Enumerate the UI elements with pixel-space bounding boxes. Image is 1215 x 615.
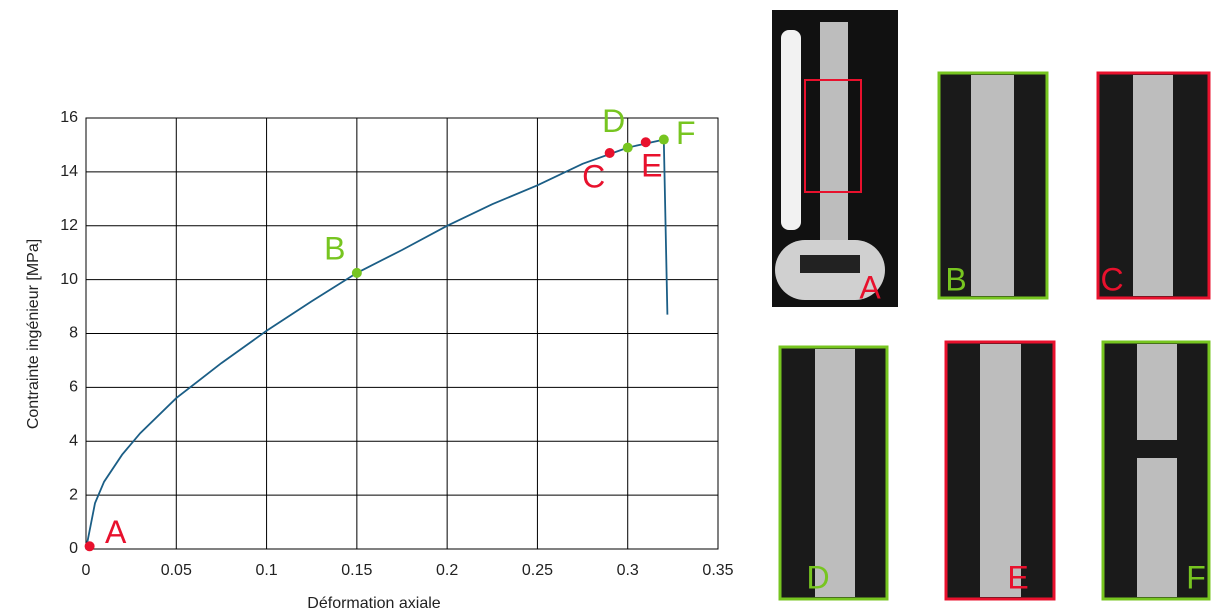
- y-tick-label: 12: [60, 217, 78, 234]
- y-tick-label: 0: [69, 540, 78, 557]
- y-tick-label: 2: [69, 486, 78, 503]
- photo-detail: [781, 30, 801, 230]
- photo-label: F: [1186, 559, 1206, 595]
- point-label: A: [105, 514, 127, 550]
- photo-panels: [772, 10, 1211, 601]
- x-tick-label: 0.35: [702, 562, 733, 579]
- x-tick-label: 0: [82, 562, 91, 579]
- x-tick-label: 0.05: [161, 562, 192, 579]
- photo-specimen: [1137, 344, 1177, 440]
- y-tick-label: 4: [69, 432, 78, 449]
- x-axis-label: Déformation axiale: [307, 595, 441, 612]
- point-label: E: [641, 148, 662, 184]
- x-tick-label: 0.2: [436, 562, 458, 579]
- point-label: F: [676, 115, 696, 151]
- photo-specimen: [815, 349, 855, 597]
- point-label: B: [324, 230, 345, 266]
- photo-specimen: [1133, 75, 1173, 296]
- x-tick-label: 0.1: [255, 562, 277, 579]
- point-marker: [84, 541, 95, 552]
- photo-label: C: [1100, 261, 1123, 297]
- point-marker: [622, 142, 633, 153]
- stress-strain-curve: [85, 138, 669, 550]
- photo-specimen: [1137, 458, 1177, 597]
- y-tick-label: 16: [60, 109, 78, 126]
- point-marker: [640, 137, 651, 148]
- photo-label: B: [945, 261, 966, 297]
- point-marker: [604, 148, 615, 159]
- point-marker: [658, 134, 669, 145]
- photo-detail: [800, 255, 860, 273]
- photo-label: A: [859, 269, 881, 305]
- photo-label: E: [1007, 559, 1028, 595]
- x-tick-label: 0.15: [341, 562, 372, 579]
- photo-specimen: [980, 344, 1021, 597]
- y-tick-label: 8: [69, 325, 78, 342]
- y-axis-label: Contrainte ingénieur [MPa]: [25, 239, 42, 429]
- point-label: C: [582, 158, 605, 194]
- y-tick-label: 14: [60, 163, 78, 180]
- point-marker: [351, 267, 362, 278]
- photo-roi: [804, 79, 862, 193]
- point-label: D: [602, 103, 625, 139]
- photo-specimen: [971, 75, 1014, 296]
- y-tick-label: 10: [60, 271, 78, 288]
- x-tick-label: 0.3: [617, 562, 639, 579]
- photo-label: D: [806, 559, 829, 595]
- photo-specimen: [820, 22, 848, 272]
- x-tick-label: 0.25: [522, 562, 553, 579]
- y-tick-label: 6: [69, 379, 78, 396]
